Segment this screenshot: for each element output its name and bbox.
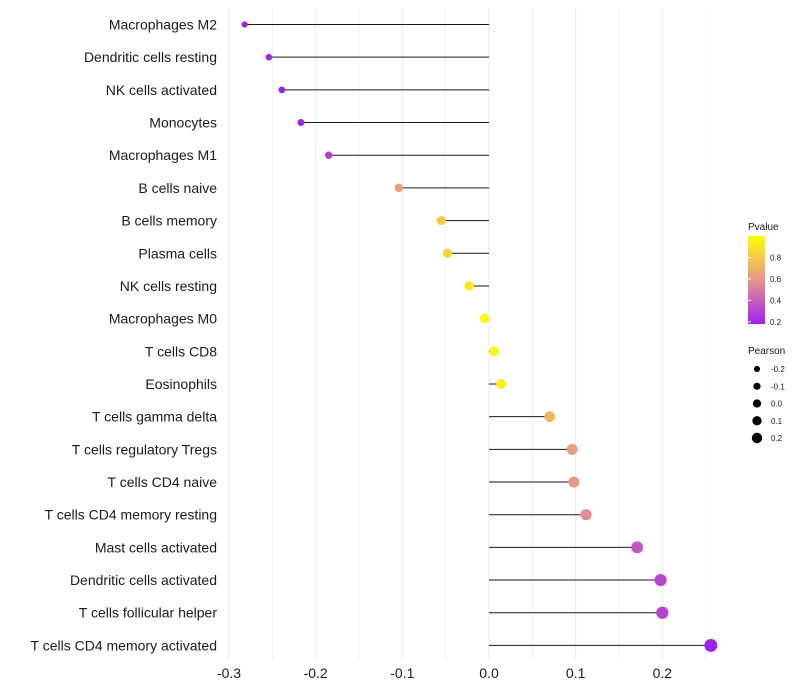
data-point	[265, 53, 273, 61]
pearson-legend-dot	[753, 382, 761, 390]
y-axis-label: NK cells activated	[106, 82, 217, 98]
data-point	[496, 379, 507, 389]
data-point	[464, 281, 474, 291]
data-point	[580, 509, 592, 521]
pearson-legend-label: 0.2	[771, 434, 783, 443]
data-point	[324, 151, 333, 159]
y-axis-labels: Macrophages M2 Dendritic cells resting NK …	[31, 17, 218, 654]
pvalue-legend-title: Pvalue	[748, 222, 779, 233]
data-point	[566, 443, 578, 455]
pvalue-tick-label: 0.6	[770, 275, 782, 284]
pearson-legend-label: 0.0	[771, 400, 783, 409]
data-point	[278, 86, 286, 94]
y-axis-label: Macrophages M1	[109, 147, 217, 163]
y-axis-label: Plasma cells	[138, 245, 217, 261]
pearson-legend-label: -0.1	[771, 382, 785, 391]
y-axis-label: NK cells resting	[120, 278, 217, 294]
y-axis-label: Macrophages M0	[109, 311, 217, 327]
x-tick-label: -0.2	[304, 665, 328, 681]
stems	[244, 24, 711, 646]
y-axis-label: T cells regulatory Tregs	[72, 441, 217, 457]
data-point	[297, 119, 305, 127]
x-tick-label: -0.3	[217, 665, 241, 681]
data-point	[568, 476, 580, 488]
y-axis-label: Monocytes	[149, 115, 217, 131]
pearson-legend-dot	[752, 399, 762, 408]
pvalue-colorbar	[748, 236, 765, 324]
y-axis-label: Dendritic cells activated	[70, 572, 217, 588]
x-axis-ticks: -0.3 -0.2 -0.1 0.0 0.1 0.2	[217, 665, 672, 681]
pearson-legend-label: -0.2	[771, 365, 785, 374]
y-axis-label: Eosinophils	[145, 376, 217, 392]
x-tick-label: 0.1	[566, 665, 586, 681]
y-axis-label: T cells follicular helper	[79, 605, 218, 621]
y-axis-label: Mast cells activated	[95, 539, 217, 555]
y-axis-label: Dendritic cells resting	[84, 49, 217, 65]
y-axis-label: T cells gamma delta	[92, 409, 217, 425]
data-point	[656, 606, 669, 619]
data-point	[442, 248, 452, 258]
y-axis-label: T cells CD4 memory resting	[45, 507, 217, 523]
x-tick-label: 0.2	[653, 665, 673, 681]
x-tick-label: 0.0	[479, 665, 499, 681]
y-axis-label: B cells naive	[138, 180, 217, 196]
pearson-legend-dot	[753, 365, 761, 373]
data-point	[654, 573, 667, 587]
data-points	[241, 21, 718, 652]
data-point	[479, 313, 490, 324]
y-axis-label: B cells memory	[121, 213, 217, 229]
data-point	[436, 216, 446, 226]
pearson-legend-label: 0.1	[771, 417, 783, 426]
x-tick-label: -0.1	[390, 665, 414, 681]
pearson-legend-title: Pearson	[748, 346, 785, 357]
pearson-legend: Pearson -0.2 -0.1 0.0 0.1 0.2	[748, 346, 785, 444]
data-point	[631, 541, 644, 554]
y-axis-label: T cells CD4 memory activated	[31, 637, 217, 653]
data-point	[544, 411, 555, 422]
pearson-legend-dot	[752, 416, 762, 426]
y-axis-label: T cells CD4 naive	[108, 474, 218, 490]
pvalue-tick-label: 0.8	[770, 253, 782, 262]
y-axis-label: Macrophages M2	[109, 17, 217, 33]
data-point	[704, 638, 718, 652]
pvalue-tick-label: 0.2	[770, 318, 782, 327]
data-point	[489, 346, 500, 357]
data-point	[394, 183, 404, 193]
grid-lines	[228, 8, 706, 660]
pearson-legend-dot	[751, 432, 763, 444]
pvalue-tick-label: 0.4	[770, 296, 782, 305]
data-point	[241, 21, 248, 28]
pvalue-legend: Pvalue 0.2 0.4 0.6 0.8	[748, 222, 782, 327]
y-axis-label: T cells CD8	[145, 343, 217, 359]
